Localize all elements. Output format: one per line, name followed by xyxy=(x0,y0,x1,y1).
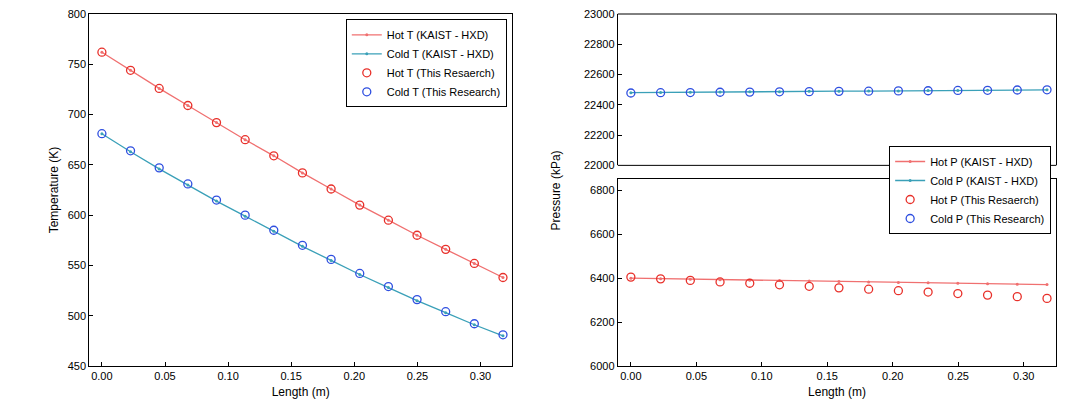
svg-text:650: 650 xyxy=(68,159,86,171)
svg-text:450: 450 xyxy=(68,360,86,372)
svg-text:0.30: 0.30 xyxy=(1013,370,1034,382)
svg-text:6800: 6800 xyxy=(590,184,614,196)
svg-text:6400: 6400 xyxy=(590,272,614,284)
svg-text:6200: 6200 xyxy=(590,316,614,328)
svg-text:0.00: 0.00 xyxy=(620,370,641,382)
svg-text:6600: 6600 xyxy=(590,228,614,240)
svg-text:0.00: 0.00 xyxy=(91,370,112,382)
svg-text:Cold T (This Research): Cold T (This Research) xyxy=(387,86,500,98)
svg-text:550: 550 xyxy=(68,259,86,271)
svg-text:22400: 22400 xyxy=(584,99,615,111)
svg-text:22800: 22800 xyxy=(584,38,615,50)
svg-text:600: 600 xyxy=(68,209,86,221)
svg-text:0.10: 0.10 xyxy=(217,370,238,382)
svg-text:0.05: 0.05 xyxy=(154,370,175,382)
svg-text:Cold P (This Research): Cold P (This Research) xyxy=(930,213,1044,225)
svg-text:0.20: 0.20 xyxy=(882,370,903,382)
svg-text:800: 800 xyxy=(68,8,86,20)
svg-text:0.20: 0.20 xyxy=(344,370,365,382)
svg-text:Hot P (KAIST - HXD): Hot P (KAIST - HXD) xyxy=(930,156,1032,168)
svg-text:Length (m): Length (m) xyxy=(808,385,866,399)
svg-text:22200: 22200 xyxy=(584,129,615,141)
svg-text:0.15: 0.15 xyxy=(817,370,838,382)
svg-text:6000: 6000 xyxy=(590,360,614,372)
svg-text:22000: 22000 xyxy=(584,159,615,171)
svg-text:22600: 22600 xyxy=(584,68,615,80)
svg-text:Cold T (KAIST - HXD): Cold T (KAIST - HXD) xyxy=(387,48,494,60)
svg-text:0.15: 0.15 xyxy=(280,370,301,382)
svg-text:750: 750 xyxy=(68,58,86,70)
svg-text:Hot T (This Resaerch): Hot T (This Resaerch) xyxy=(387,67,495,79)
svg-text:0.10: 0.10 xyxy=(751,370,772,382)
svg-text:0.05: 0.05 xyxy=(686,370,707,382)
svg-text:700: 700 xyxy=(68,108,86,120)
svg-text:Temperature (K): Temperature (K) xyxy=(47,147,61,234)
svg-text:0.25: 0.25 xyxy=(407,370,428,382)
svg-text:0.25: 0.25 xyxy=(948,370,969,382)
svg-text:23000: 23000 xyxy=(584,8,615,20)
svg-text:Pressure (kPa): Pressure (kPa) xyxy=(549,150,563,230)
svg-text:Cold P (KAIST - HXD): Cold P (KAIST - HXD) xyxy=(930,175,1038,187)
svg-text:Hot P (This Resaerch): Hot P (This Resaerch) xyxy=(930,194,1039,206)
svg-text:500: 500 xyxy=(68,310,86,322)
svg-text:Hot T (KAIST - HXD): Hot T (KAIST - HXD) xyxy=(387,29,488,41)
svg-text:0.30: 0.30 xyxy=(470,370,491,382)
svg-text:Length (m): Length (m) xyxy=(272,385,330,399)
